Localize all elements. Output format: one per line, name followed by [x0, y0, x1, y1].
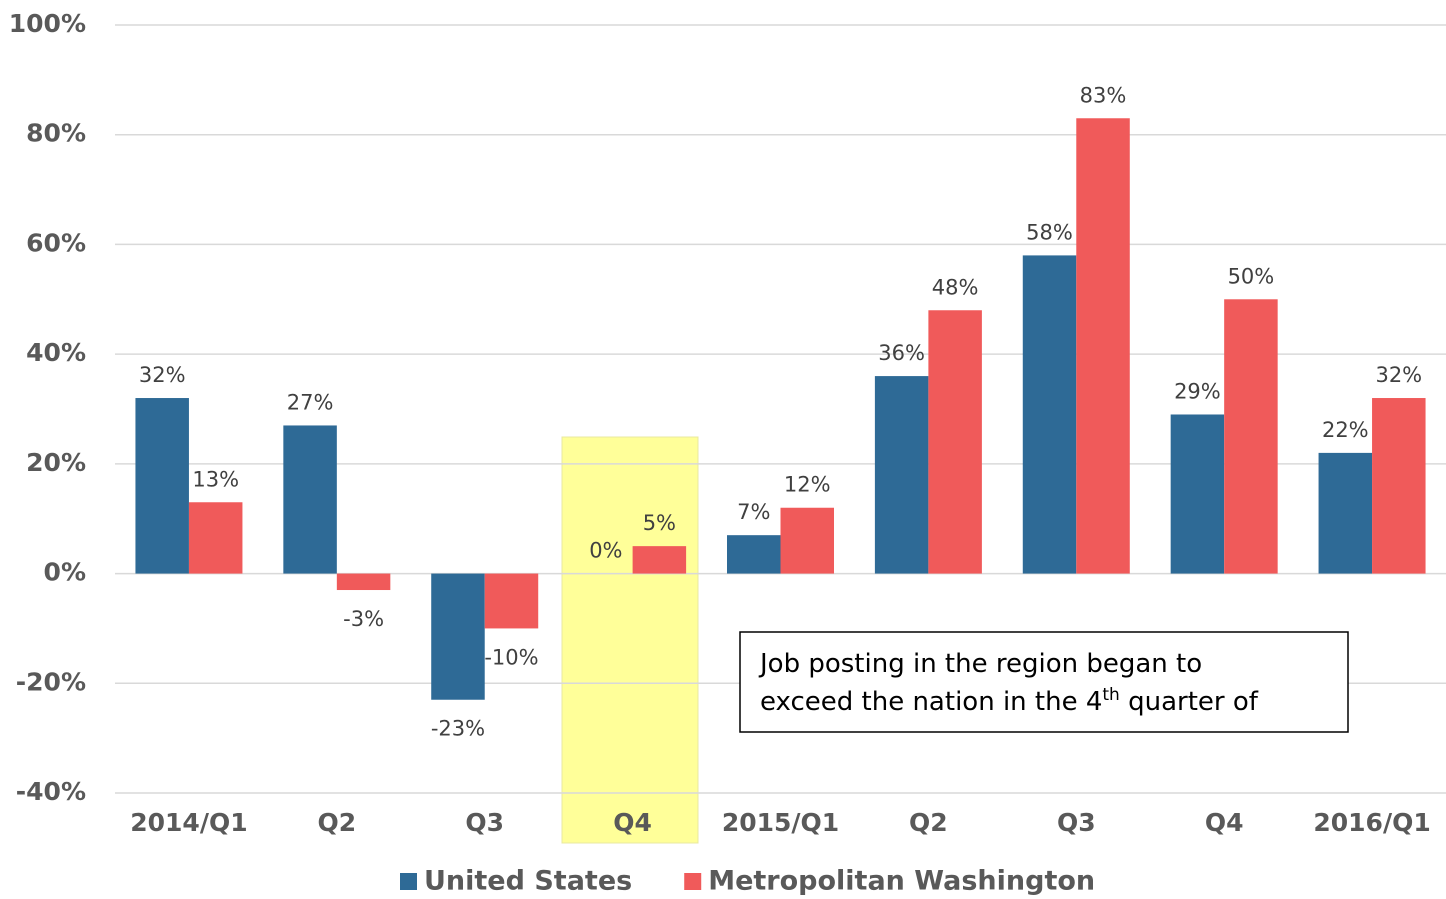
- annotation-box: [739, 631, 1349, 733]
- bar: [928, 310, 982, 574]
- x-tick-label: Q4: [1205, 808, 1244, 837]
- y-tick-label: 0%: [44, 558, 86, 587]
- value-label: 83%: [1080, 83, 1127, 107]
- bar: [874, 376, 929, 574]
- legend-swatch: [400, 873, 417, 890]
- value-label: 29%: [1174, 379, 1221, 403]
- y-tick-label: 20%: [26, 448, 86, 477]
- bar: [484, 573, 539, 629]
- x-tick-label: 2014/Q1: [130, 808, 247, 837]
- value-label: -10%: [484, 645, 538, 669]
- annotation: th: [1102, 685, 1119, 705]
- bar: [1170, 414, 1225, 574]
- bar: [1076, 118, 1130, 574]
- value-label: -3%: [343, 607, 384, 631]
- bar: [431, 573, 485, 700]
- bar: [135, 398, 189, 574]
- value-label: 48%: [932, 275, 979, 299]
- y-tick-label: 60%: [26, 228, 86, 257]
- value-label: 12%: [784, 473, 831, 497]
- value-label: 32%: [139, 363, 186, 387]
- bar: [1318, 452, 1373, 574]
- value-label: 0%: [589, 539, 622, 563]
- value-label: 32%: [1375, 363, 1422, 387]
- y-tick-label: -40%: [16, 777, 86, 806]
- bar: [336, 573, 391, 591]
- x-tick-label: Q2: [318, 808, 357, 837]
- annotation: Job posting in the region began to: [758, 649, 1202, 679]
- value-label: 36%: [878, 341, 925, 365]
- x-tick-label: Q3: [1057, 808, 1096, 837]
- bar: [283, 425, 337, 574]
- bar: [632, 546, 687, 574]
- value-label: 7%: [737, 500, 770, 524]
- bar: [1372, 398, 1426, 574]
- legend-label: United States: [424, 866, 632, 897]
- bar: [1224, 299, 1278, 574]
- y-tick-label: 40%: [26, 338, 86, 367]
- bar: [1022, 255, 1077, 574]
- value-label: -23%: [431, 717, 485, 741]
- annotation: exceed the nation in the 4th quarter of: [760, 685, 1259, 717]
- value-label: 22%: [1322, 418, 1369, 442]
- bar: [727, 535, 781, 574]
- x-tick-label: Q2: [909, 808, 948, 837]
- value-label: 27%: [287, 390, 334, 414]
- x-tick-label: 2016/Q1: [1313, 808, 1430, 837]
- value-label: 58%: [1026, 220, 1073, 244]
- y-tick-label: -20%: [16, 667, 86, 696]
- value-label: 13%: [192, 467, 239, 491]
- value-label: 5%: [643, 511, 676, 535]
- annotation: quarter of: [1120, 687, 1259, 717]
- legend-swatch: [684, 873, 702, 890]
- legend-label: Metropolitan Washington: [708, 866, 1095, 897]
- value-label: 50%: [1228, 264, 1275, 288]
- x-tick-label: Q3: [465, 808, 504, 837]
- x-tick-label: 2015/Q1: [722, 808, 839, 837]
- x-tick-label: Q4: [613, 808, 652, 837]
- bar: [780, 507, 834, 574]
- y-tick-label: 100%: [9, 9, 86, 38]
- bar: [188, 502, 243, 574]
- y-tick-label: 80%: [26, 119, 86, 148]
- annotation: exceed the nation in the 4: [760, 687, 1102, 717]
- highlight: [561, 436, 699, 844]
